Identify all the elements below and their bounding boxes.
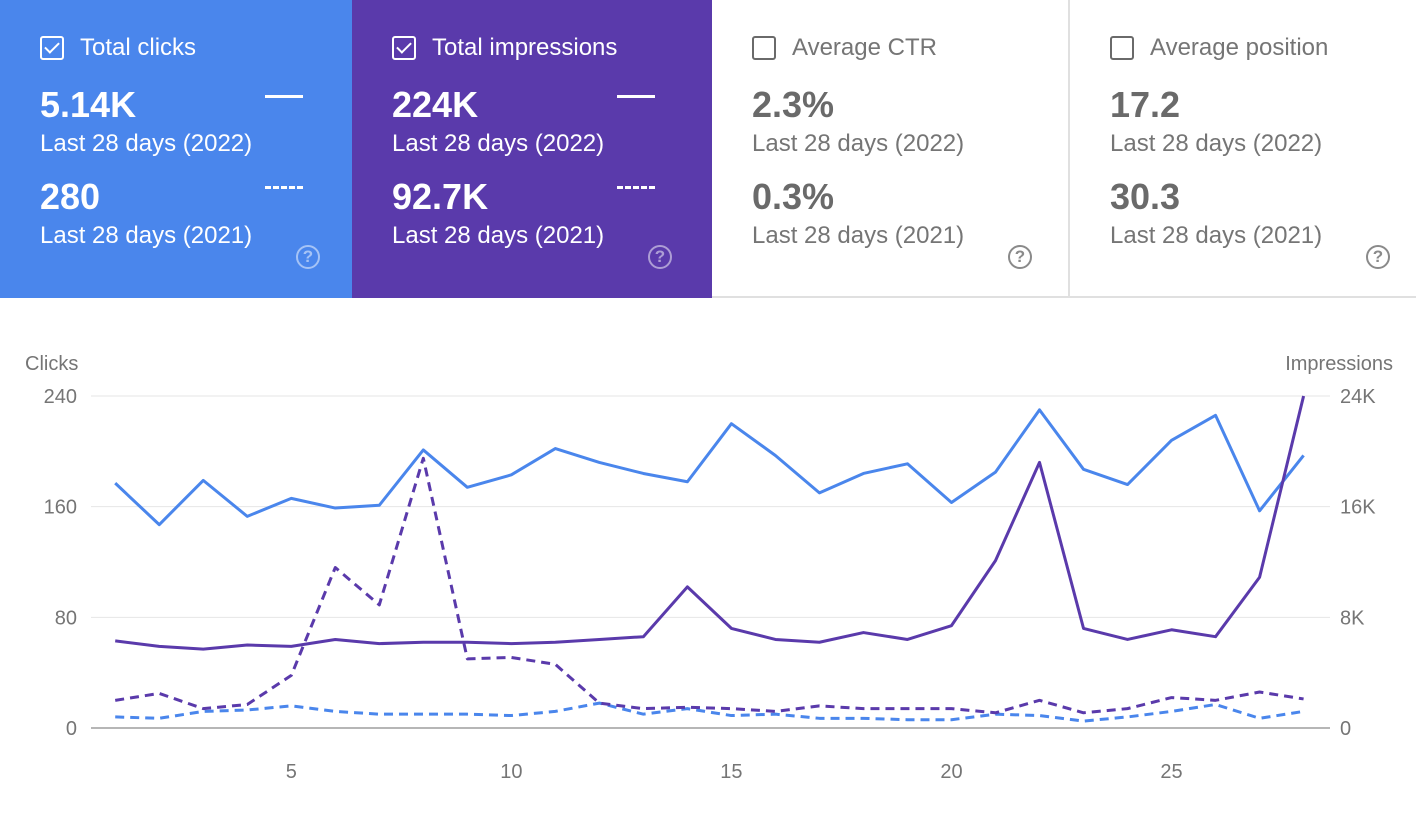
right-tick-label: 0: [1340, 718, 1351, 740]
series-line-total-impressions-solid: [115, 395, 1306, 651]
previous-value: 280: [40, 176, 101, 217]
previous-value: 92.7K: [392, 176, 489, 217]
question-circle-icon[interactable]: ?: [1366, 245, 1390, 269]
metric-label: Average position: [1150, 34, 1329, 61]
previous-value: 30.3: [1110, 176, 1181, 217]
legend-solid-line-icon: [265, 95, 303, 98]
legend-solid-line-icon: [617, 95, 655, 98]
metric-checkbox[interactable]: [40, 36, 64, 60]
previous-value: 0.3%: [752, 176, 835, 217]
metric-checkbox[interactable]: [392, 36, 416, 60]
x-tick-label: 15: [720, 761, 742, 783]
current-period: Last 28 days (2022): [392, 130, 605, 157]
x-tick-label: 25: [1160, 761, 1182, 783]
series-line-total-clicks-solid: [114, 408, 1305, 527]
metric-checkbox[interactable]: [1110, 36, 1134, 60]
metric-card-total-clicks[interactable]: Total clicks 5.14K Last 28 days (2022) 2…: [0, 0, 352, 298]
metric-checkbox[interactable]: [752, 36, 776, 60]
metric-card-average-ctr[interactable]: Average CTR 2.3% Last 28 days (2022) 0.3…: [712, 0, 1070, 298]
current-period: Last 28 days (2022): [40, 130, 253, 157]
metric-label: Average CTR: [792, 34, 937, 61]
question-circle-icon[interactable]: ?: [648, 245, 672, 269]
legend-dashed-line-icon: [265, 186, 303, 189]
previous-period: Last 28 days (2021): [40, 222, 253, 249]
right-tick-label: 24K: [1340, 386, 1376, 408]
metric-label: Total impressions: [432, 34, 618, 61]
left-tick-label: 80: [55, 607, 77, 629]
x-tick-label: 10: [500, 761, 522, 783]
left-axis-label: Clicks: [25, 353, 78, 375]
current-value: 224K: [392, 84, 479, 125]
left-tick-label: 0: [66, 718, 77, 740]
x-tick-label: 5: [286, 761, 297, 783]
series-line-total-impressions-dashed: [114, 456, 1304, 715]
metric-card-total-impressions[interactable]: Total impressions 224K Last 28 days (202…: [352, 0, 712, 298]
metric-label: Total clicks: [80, 34, 197, 61]
previous-period: Last 28 days (2021): [392, 222, 605, 249]
current-value: 17.2: [1110, 84, 1181, 125]
right-tick-label: 8K: [1340, 607, 1365, 629]
performance-chart: Clicks Impressions 0 0 80 8K 160 16K 240 24K 5 10…: [25, 353, 1393, 783]
x-tick-label: 20: [940, 761, 962, 783]
legend-dashed-line-icon: [617, 186, 655, 189]
series-line-total-clicks-dashed: [115, 701, 1304, 723]
current-value: 2.3%: [752, 84, 835, 125]
previous-period: Last 28 days (2021): [752, 222, 965, 249]
previous-period: Last 28 days (2021): [1110, 222, 1323, 249]
question-circle-icon[interactable]: ?: [1008, 245, 1032, 269]
current-period: Last 28 days (2022): [752, 130, 965, 157]
question-circle-icon[interactable]: ?: [296, 245, 320, 269]
left-tick-label: 160: [44, 497, 77, 519]
metric-card-average-position[interactable]: Average position 17.2 Last 28 days (2022…: [1070, 0, 1416, 298]
current-period: Last 28 days (2022): [1110, 130, 1323, 157]
right-axis-label: Impressions: [1285, 353, 1393, 375]
current-value: 5.14K: [40, 84, 137, 125]
right-tick-label: 16K: [1340, 497, 1376, 519]
left-tick-label: 240: [44, 386, 77, 408]
